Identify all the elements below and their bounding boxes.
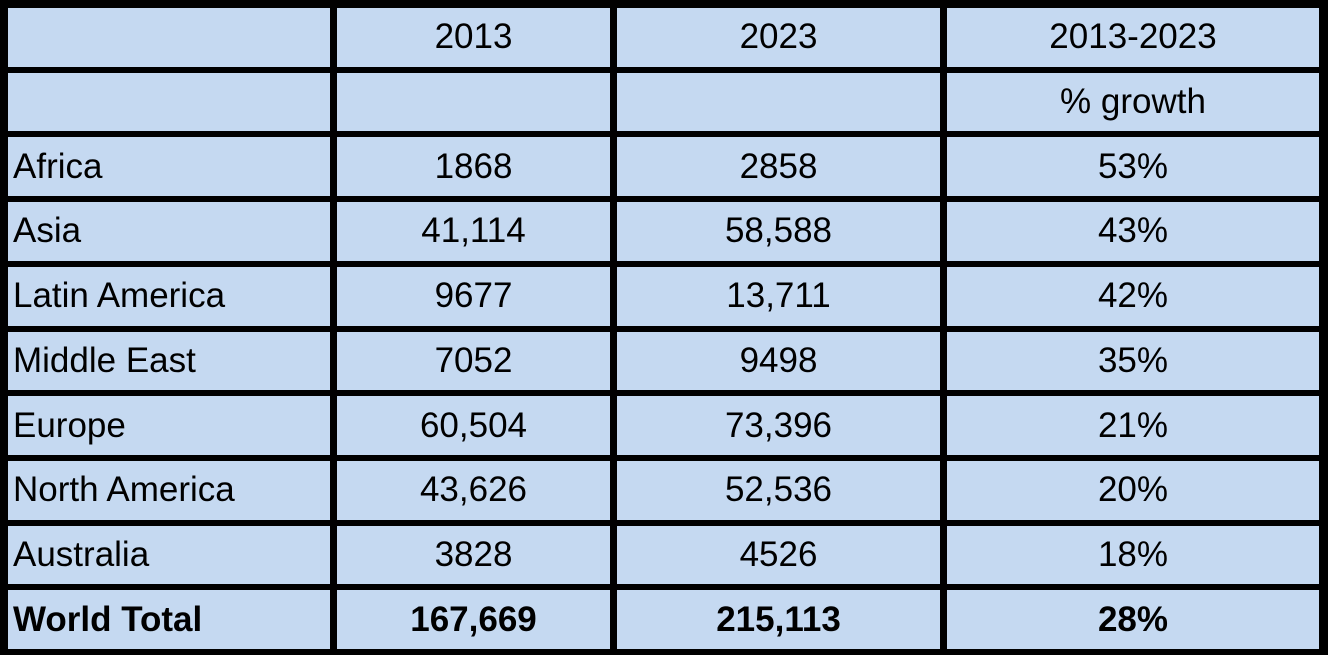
- table-cell: 20%: [947, 460, 1319, 520]
- table-cell: 7052: [337, 331, 610, 391]
- total-cell: 28%: [947, 590, 1319, 649]
- table-cell: 43,626: [337, 460, 610, 520]
- table-cell: 58,588: [617, 202, 940, 261]
- table-cell: 35%: [947, 331, 1319, 391]
- empty-cell: [8, 8, 330, 67]
- table-cell: 52,536: [617, 460, 940, 520]
- table-cell: 41,114: [337, 202, 610, 261]
- table-cell: 43%: [947, 202, 1319, 261]
- table-cell: 1868: [337, 137, 610, 197]
- row-label: Asia: [8, 202, 330, 261]
- empty-cell: [337, 72, 610, 132]
- empty-cell: [617, 72, 940, 132]
- table-cell: 73,396: [617, 396, 940, 455]
- row-label: North America: [8, 460, 330, 520]
- row-label: Europe: [8, 396, 330, 455]
- table-cell: 9677: [337, 266, 610, 326]
- row-label: Australia: [8, 525, 330, 585]
- table-cell: 13,711: [617, 266, 940, 326]
- column-subheader: % growth: [947, 72, 1319, 132]
- column-header: 2013-2023: [947, 8, 1319, 67]
- total-cell: 215,113: [617, 590, 940, 649]
- table-cell: 60,504: [337, 396, 610, 455]
- empty-cell: [8, 72, 330, 132]
- row-label: Africa: [8, 137, 330, 197]
- row-label: Latin America: [8, 266, 330, 326]
- total-label: World Total: [8, 590, 330, 649]
- column-header: 2023: [617, 8, 940, 67]
- table-cell: 3828: [337, 525, 610, 585]
- column-header: 2013: [337, 8, 610, 67]
- table-cell: 21%: [947, 396, 1319, 455]
- total-cell: 167,669: [337, 590, 610, 649]
- table-cell: 53%: [947, 137, 1319, 197]
- table-cell: 9498: [617, 331, 940, 391]
- row-label: Middle East: [8, 331, 330, 391]
- table-cell: 18%: [947, 525, 1319, 585]
- table-cell: 2858: [617, 137, 940, 197]
- table-cell: 4526: [617, 525, 940, 585]
- table-cell: 42%: [947, 266, 1319, 326]
